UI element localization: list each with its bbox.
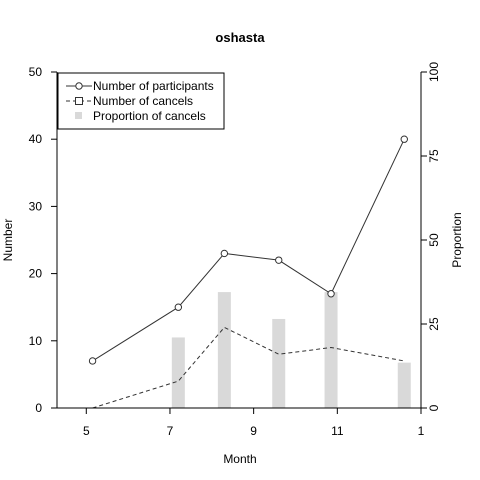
y-left-tick-label: 0 <box>35 401 42 415</box>
bars-layer <box>171 292 411 408</box>
chart-title: oshasta <box>215 30 265 45</box>
x-tick-label: 9 <box>250 424 257 438</box>
x-axis-ticks: 5 7 9 11 1 <box>83 408 425 438</box>
cancels-line <box>92 326 405 409</box>
participants-point <box>220 249 229 258</box>
y-left-tick-label: 40 <box>29 132 43 146</box>
y-left-tick-label: 30 <box>29 199 43 213</box>
x-tick-label: 11 <box>331 424 344 438</box>
legend-proportion-label: Proportion of cancels <box>93 109 206 123</box>
proportion-bar <box>324 292 338 408</box>
x-tick-label: 7 <box>167 424 174 438</box>
participants-line <box>92 138 405 362</box>
legend-cancels-marker <box>75 97 83 105</box>
legend-box <box>57 72 225 130</box>
y-left-tick-label: 50 <box>29 65 43 79</box>
x-tick-label: 5 <box>83 424 90 438</box>
participants-point <box>174 303 183 311</box>
y-right-axis-ticks: 0 25 50 75 100 <box>421 62 441 411</box>
x-tick-label: 1 <box>418 424 425 438</box>
y-left-tick-label: 10 <box>29 334 43 348</box>
legend-cancels-label: Number of cancels <box>93 94 193 108</box>
y-right-axis-label: Proportion <box>450 212 464 267</box>
legend: Number of participants Number of cancels… <box>57 72 225 130</box>
y-right-tick-label: 0 <box>427 404 441 411</box>
participants-point <box>275 256 283 264</box>
y-right-tick-label: 25 <box>427 317 441 331</box>
participants-point <box>327 290 335 298</box>
proportion-bar <box>171 337 185 408</box>
legend-proportion-swatch <box>75 112 82 119</box>
proportion-bar <box>217 292 231 408</box>
y-left-axis-label: Number <box>1 219 15 262</box>
y-right-tick-label: 75 <box>427 149 441 163</box>
x-axis-label: Month <box>223 452 256 466</box>
lines-layer <box>88 135 408 409</box>
y-left-tick-label: 20 <box>29 267 43 281</box>
proportion-bar <box>272 318 286 408</box>
participants-point <box>400 135 408 143</box>
y-right-tick-label: 100 <box>427 62 441 82</box>
participants-point <box>88 357 97 365</box>
legend-participants-marker <box>75 82 83 90</box>
legend-participants-label: Number of participants <box>93 79 214 93</box>
y-left-axis-ticks: 0 10 20 30 40 50 <box>29 65 57 415</box>
y-right-tick-label: 50 <box>427 233 441 247</box>
proportion-bar <box>397 362 411 408</box>
